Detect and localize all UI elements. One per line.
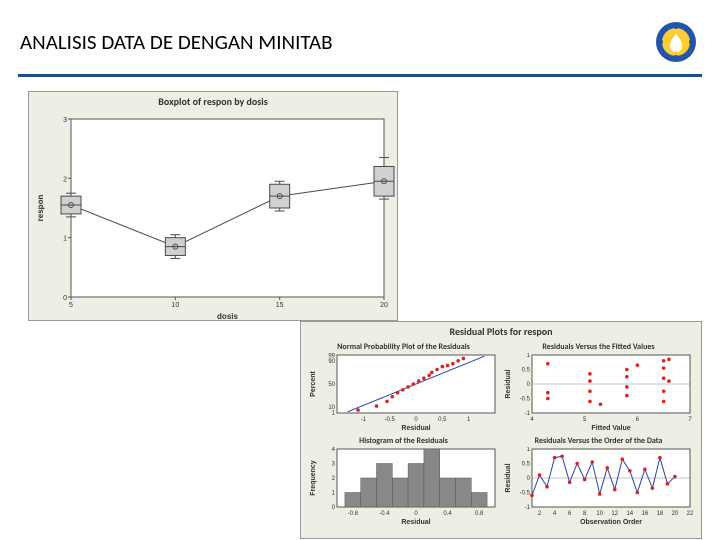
svg-text:15: 15 — [276, 302, 284, 309]
hist-subplot: Histogram of the Residuals -0.8 -0.4 0 0.4 0… — [307, 435, 500, 527]
svg-text:3: 3 — [332, 462, 336, 468]
svg-text:0.8: 0.8 — [475, 511, 484, 517]
svg-text:8: 8 — [583, 511, 587, 517]
npp-subplot: Normal Probability Plot of the Residuals… — [307, 341, 500, 433]
svg-text:0: 0 — [414, 417, 418, 423]
svg-text:90: 90 — [328, 359, 335, 365]
svg-text:1: 1 — [527, 447, 531, 453]
svg-text:0.5: 0.5 — [522, 368, 531, 374]
svg-text:50: 50 — [328, 382, 335, 388]
svg-text:22: 22 — [687, 511, 694, 517]
svg-text:-1: -1 — [361, 417, 367, 423]
svg-text:Residual: Residual — [401, 519, 430, 526]
svg-text:20: 20 — [672, 511, 679, 517]
boxplot-chart: Boxplot of respon by dosis 0 1 2 3 5 10 15 20 do… — [28, 91, 398, 321]
svg-text:18: 18 — [657, 511, 664, 517]
svg-text:4: 4 — [530, 417, 534, 423]
svg-text:Residual: Residual — [401, 425, 430, 432]
content-area: Boxplot of respon by dosis 01235101520do… — [0, 77, 720, 537]
rvf-title: Residuals Versus the Fitted Values — [502, 341, 695, 353]
svg-text:4: 4 — [553, 511, 557, 517]
svg-text:7: 7 — [688, 417, 692, 423]
svg-text:10: 10 — [596, 511, 603, 517]
svg-text:10: 10 — [171, 302, 179, 309]
svg-text:0: 0 — [527, 476, 531, 482]
boxplot-svg: 0 1 2 3 5 10 15 20 dosis respon — [29, 111, 399, 325]
rvo-svg: 2 4 6 8 10 12 14 16 18 20 22 -1 -0.5 0 0.5 1 Observation… — [502, 447, 695, 527]
svg-text:0.4: 0.4 — [443, 511, 452, 517]
svg-text:Residual: Residual — [505, 369, 512, 398]
svg-text:6: 6 — [568, 511, 572, 517]
svg-text:1: 1 — [467, 417, 471, 423]
svg-text:-0.5: -0.5 — [520, 491, 531, 497]
svg-text:0: 0 — [414, 511, 418, 517]
svg-text:10: 10 — [328, 405, 335, 411]
svg-text:0.5: 0.5 — [522, 462, 531, 468]
svg-text:12: 12 — [611, 511, 618, 517]
svg-text:-0.4: -0.4 — [379, 511, 390, 517]
svg-text:0: 0 — [63, 295, 67, 302]
svg-text:Frequency: Frequency — [310, 460, 317, 496]
svg-text:16: 16 — [642, 511, 649, 517]
svg-text:2: 2 — [332, 476, 336, 482]
svg-text:-1: -1 — [525, 505, 531, 511]
svg-text:3: 3 — [63, 117, 67, 124]
svg-text:Observation Order: Observation Order — [580, 519, 642, 526]
hist-svg: -0.8 -0.4 0 0.4 0.8 0 1 2 3 4 Residual Frequency — [307, 447, 500, 527]
svg-text:99: 99 — [328, 354, 335, 360]
svg-text:1: 1 — [63, 236, 67, 243]
svg-text:20: 20 — [380, 302, 388, 309]
page-title: ANALISIS DATA DE DENGAN MINITAB — [20, 29, 333, 55]
svg-text:Percent: Percent — [310, 370, 317, 396]
rvf-svg: 4 5 6 7 -1 -0.5 0 0.5 1 Fitted Value Residual — [502, 353, 695, 433]
svg-text:2: 2 — [63, 176, 67, 183]
svg-text:-0.5: -0.5 — [384, 417, 395, 423]
svg-text:4: 4 — [332, 447, 336, 453]
svg-text:14: 14 — [626, 511, 633, 517]
svg-text:1: 1 — [332, 491, 336, 497]
svg-text:0: 0 — [527, 382, 531, 388]
residual-plots-panel: Residual Plots for respon Normal Probabi… — [300, 321, 702, 539]
hist-title: Histogram of the Residuals — [307, 435, 500, 447]
npp-title: Normal Probability Plot of the Residuals — [307, 341, 500, 353]
residual-title: Residual Plots for respon — [301, 322, 701, 341]
institution-logo-icon — [652, 18, 700, 66]
rvo-subplot: Residuals Versus the Order of the Data 2… — [502, 435, 695, 527]
svg-text:-0.5: -0.5 — [520, 397, 531, 403]
svg-text:respon: respon — [36, 195, 45, 222]
svg-text:-0.8: -0.8 — [348, 511, 359, 517]
npp-svg: -1-0.500.51110509099ResidualPercent — [307, 353, 500, 433]
rvo-title: Residuals Versus the Order of the Data — [502, 435, 695, 447]
svg-text:5: 5 — [69, 302, 73, 309]
svg-text:-1: -1 — [525, 411, 531, 417]
boxplot-title: Boxplot of respon by dosis — [29, 92, 397, 111]
svg-text:Residual: Residual — [505, 463, 512, 492]
svg-text:0: 0 — [332, 505, 336, 511]
svg-text:1: 1 — [332, 410, 336, 416]
svg-text:1: 1 — [527, 353, 531, 359]
svg-text:Fitted Value: Fitted Value — [591, 425, 630, 432]
svg-text:dosis: dosis — [217, 312, 238, 321]
svg-text:2: 2 — [538, 511, 542, 517]
svg-text:6: 6 — [636, 417, 640, 423]
svg-text:0.5: 0.5 — [438, 417, 447, 423]
rvf-subplot: Residuals Versus the Fitted Values 4 5 6 7 -… — [502, 341, 695, 433]
svg-text:5: 5 — [583, 417, 587, 423]
